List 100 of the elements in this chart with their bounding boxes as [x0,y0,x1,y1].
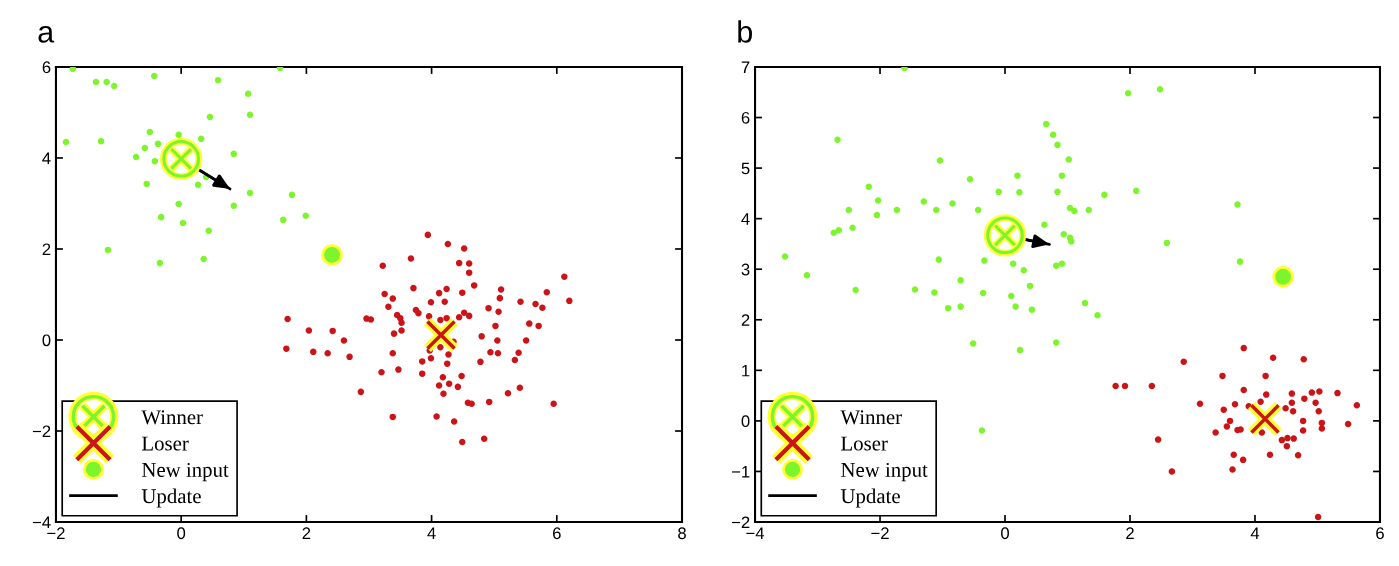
y-tick-label: 6 [42,61,51,74]
point [1168,468,1176,475]
point [1223,423,1231,430]
y-tick-label: 6 [741,111,750,124]
x-tick-label: 4 [1250,527,1260,539]
point [1288,390,1296,397]
point [1240,386,1247,394]
point [1219,372,1226,380]
point [230,202,238,210]
point [1154,436,1162,443]
point [1300,355,1307,363]
x-tick-label: 8 [678,527,686,540]
point [1266,451,1274,459]
y-tick-label: −1 [732,466,750,478]
x-tick-label: 6 [553,527,561,540]
point [1269,354,1277,361]
point [230,150,238,158]
point [1257,398,1264,405]
point [1290,435,1297,442]
legend-label: Loser [841,436,888,451]
point [1344,420,1352,428]
y-tick-label: 3 [741,263,750,276]
legend-label: Winner [840,410,902,425]
point [1334,389,1341,397]
point [1315,408,1322,415]
point [206,113,214,121]
x-tick-label: 2 [1126,527,1134,539]
legend-label: Winner [141,410,203,425]
point [246,189,254,197]
point [1230,451,1237,459]
point [205,227,212,235]
point [246,111,254,118]
legend-label: New input [141,462,229,482]
x-tick-label: 0 [177,527,186,540]
chart-title: b [738,20,752,43]
point [1229,466,1236,473]
point [156,259,164,267]
point [279,216,287,224]
y-tick-label: −2 [732,516,750,529]
point [1212,429,1219,436]
point [1272,266,1294,288]
point [1299,417,1307,425]
point [1353,401,1361,409]
point [1283,442,1291,450]
point [1262,372,1269,380]
x-tick-label: −2 [871,527,889,539]
point [132,153,140,161]
point [69,66,77,73]
point [1226,417,1234,425]
point [321,244,343,266]
point [1196,400,1204,407]
point [92,78,100,86]
point [1121,382,1129,390]
point [1289,408,1297,415]
point [1308,389,1316,396]
point [214,76,222,84]
y-tick-label: 5 [741,162,750,175]
point [1288,399,1296,406]
y-tick-label: 7 [741,61,750,73]
y-tick-label: −2 [32,425,51,438]
legend-label: Update [141,488,201,508]
point [1316,388,1323,395]
y-tick-label: 2 [741,314,750,326]
point [1301,395,1308,402]
chart-title: a [38,25,55,43]
point [1240,344,1247,352]
x-tick-label: 6 [1376,527,1384,540]
point [244,90,252,98]
y-tick-label: 1 [742,364,750,377]
y-tick-label: 0 [741,415,750,428]
point [1112,382,1119,390]
point [97,137,105,145]
point [194,181,202,189]
point [146,128,154,136]
x-tick-label: 0 [1001,527,1009,540]
point [1318,425,1326,432]
point [1299,427,1307,434]
legend-label: New input [841,462,928,482]
point [276,66,284,72]
y-tick-label: 0 [42,334,51,347]
point [1278,436,1286,444]
point [302,212,310,220]
point [1262,391,1270,398]
point [143,180,150,188]
point [1220,406,1227,414]
point [104,246,112,254]
point [200,255,207,263]
x-tick-label: 2 [302,527,311,539]
point [1314,513,1322,521]
point [150,72,158,80]
point [288,191,296,199]
legend-label: Update [840,488,900,508]
point [1258,429,1266,436]
x-tick-label: 4 [427,527,436,539]
point [141,144,149,152]
y-tick-label: 4 [741,213,750,225]
point [1148,382,1156,390]
point [1294,452,1302,459]
point [175,200,182,208]
point [157,213,165,221]
